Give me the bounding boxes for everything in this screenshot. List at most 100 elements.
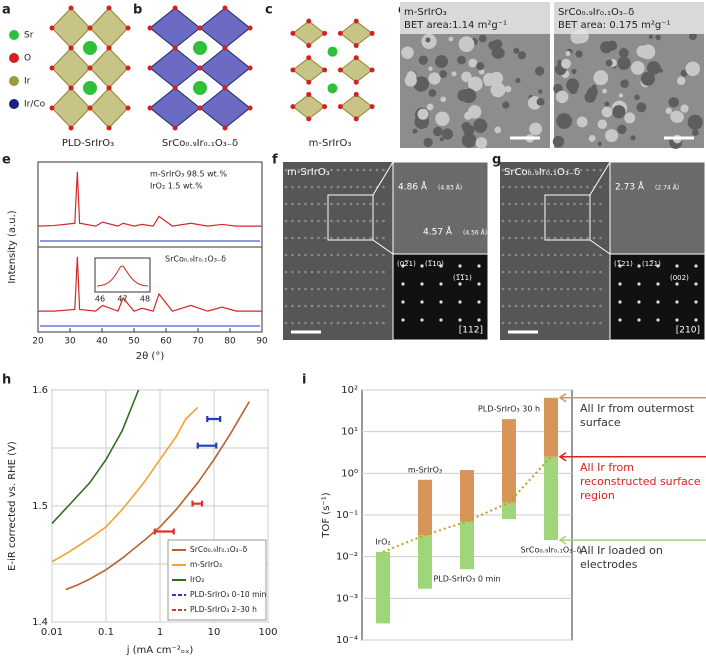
particle <box>575 50 583 58</box>
lattice-dot <box>553 168 557 172</box>
o-atom <box>353 91 359 97</box>
lattice-dot <box>534 253 537 257</box>
lattice-dot <box>369 270 372 274</box>
lattice-dot <box>317 168 320 172</box>
legend-label: IrO₂ <box>190 575 204 584</box>
x-tick-label: 80 <box>224 337 236 347</box>
lattice-dot <box>369 321 372 325</box>
o-atom <box>306 116 312 122</box>
panel-letter: b <box>133 3 142 18</box>
lattice-dot <box>514 185 518 189</box>
lattice-dot <box>573 202 576 206</box>
fft-spot <box>637 300 641 304</box>
particle <box>426 103 434 111</box>
lattice-dot <box>349 304 353 308</box>
lattice-dot <box>362 287 366 291</box>
o-atom <box>322 67 328 73</box>
bar-low <box>376 551 390 624</box>
lattice-dot <box>343 287 346 291</box>
d-spacing: 2.73 Å <box>615 181 645 193</box>
legend-swatch <box>9 30 19 40</box>
lattice-dot <box>592 287 596 291</box>
annotation: All Ir from reconstructed surface region <box>580 460 701 502</box>
lattice-dot <box>547 287 550 291</box>
lattice-dot <box>304 219 307 223</box>
roi-box <box>544 194 591 241</box>
lattice-dot <box>560 236 563 240</box>
fft-spot <box>656 300 660 304</box>
lattice-dot <box>514 168 518 172</box>
lattice-dot <box>566 304 570 308</box>
annotation: IrO₂ 1.5 wt.% <box>150 182 203 191</box>
lattice-dot <box>369 287 372 291</box>
lattice-dot <box>501 304 505 308</box>
legend-label: Ir/Co <box>24 100 46 110</box>
x-tick-label: 0.1 <box>98 627 114 638</box>
legend-label: O <box>24 54 31 64</box>
particle <box>605 129 619 143</box>
lattice-dot <box>317 270 320 274</box>
fft-spot <box>694 264 698 268</box>
lattice-dot <box>382 287 385 291</box>
zoom-line <box>372 239 394 255</box>
octahedron <box>149 87 201 129</box>
lattice-dot <box>586 168 589 172</box>
lattice-dot <box>349 219 353 223</box>
lattice-dot <box>540 321 544 325</box>
lattice-dot <box>356 253 359 257</box>
particle <box>612 105 626 119</box>
lattice-dot <box>330 253 333 257</box>
sem-bet: BET area:1.14 m²g⁻¹ <box>404 20 507 31</box>
fft-spot <box>477 300 481 304</box>
lattice-dot <box>534 321 537 325</box>
xrd-pattern <box>38 256 262 312</box>
octahedron <box>51 47 91 89</box>
lattice-dot <box>553 219 557 223</box>
lattice-dot <box>573 270 576 274</box>
lattice-dot <box>375 321 379 325</box>
o-atom <box>172 125 178 131</box>
lattice-dot <box>547 168 550 172</box>
range-bar <box>206 416 222 422</box>
lattice-dot <box>508 270 511 274</box>
particle <box>435 111 450 126</box>
lattice-dot <box>369 202 372 206</box>
lattice-dot <box>527 202 531 206</box>
o-atom <box>49 65 55 71</box>
o-atom <box>147 65 153 71</box>
lattice-dot <box>579 168 583 172</box>
lattice-dot <box>592 253 596 257</box>
lattice-dot <box>501 253 505 257</box>
lattice-dot <box>521 321 524 325</box>
category-label: PLD-SrIrO₃ 30 h <box>478 405 540 414</box>
lattice-dot <box>297 270 301 274</box>
lattice-dot <box>291 321 294 325</box>
lattice-dot <box>599 287 602 291</box>
octahedron <box>199 47 251 89</box>
particle <box>570 30 584 44</box>
o-atom <box>290 30 296 36</box>
particle <box>502 101 510 109</box>
lattice-dot <box>317 219 320 223</box>
o-atom <box>337 104 343 110</box>
lattice-dot <box>508 219 511 223</box>
lattice-dot <box>521 219 524 223</box>
lattice-dot <box>553 253 557 257</box>
particle <box>593 70 609 86</box>
fft-spot <box>401 318 405 322</box>
fft-spot <box>656 264 660 268</box>
lattice-dot <box>501 202 505 206</box>
lattice-dot <box>534 185 537 189</box>
lattice-dot <box>540 253 544 257</box>
lattice-dot <box>349 253 353 257</box>
lattice-dot <box>362 219 366 223</box>
lattice-dot <box>534 270 537 274</box>
particle <box>670 110 683 123</box>
fft-spot <box>439 264 443 268</box>
fft-spot <box>458 282 462 286</box>
o-atom <box>106 125 112 131</box>
lattice-dot <box>579 304 583 308</box>
particle <box>655 34 661 41</box>
lattice-dot <box>527 168 531 172</box>
sr-atom <box>83 41 97 55</box>
